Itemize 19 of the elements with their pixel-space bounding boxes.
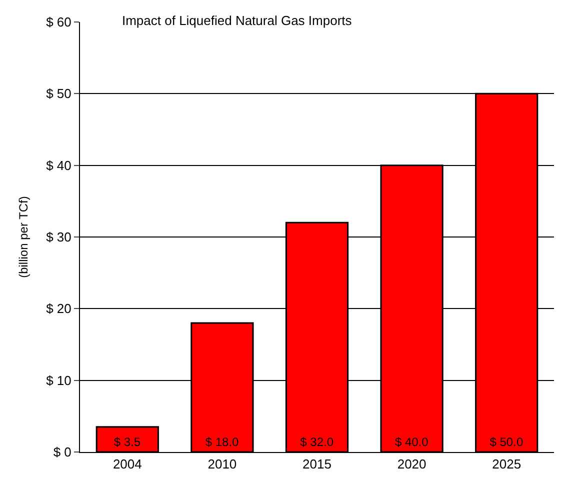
x-tick-label: 2020 (397, 456, 426, 472)
data-label: $ 40.0 (394, 435, 429, 449)
y-axis-title: (billion per TCf) (16, 196, 30, 278)
x-tick-label: 2025 (492, 456, 522, 472)
data-label: $ 50.0 (490, 435, 524, 449)
y-tick-label: $ 30 (46, 230, 72, 245)
data-label: $ 32.0 (300, 435, 334, 449)
data-label: $ 18.0 (205, 435, 240, 449)
x-tick-label: 2015 (302, 456, 332, 472)
y-tick-label: $ 20 (46, 301, 72, 316)
x-tick-label: 2010 (208, 456, 237, 472)
y-tick-label: $ 60 (46, 14, 72, 30)
x-tick-label: 2004 (112, 456, 142, 472)
chart-title: Impact of Liquefied Natural Gas Imports (122, 13, 352, 28)
y-tick-label: $ 10 (46, 372, 72, 388)
y-tick-label: $ 50 (46, 86, 72, 102)
y-tick-label: $ 0 (53, 444, 72, 460)
data-label: $ 3.5 (114, 435, 141, 449)
y-tick-label: $ 40 (46, 158, 72, 173)
